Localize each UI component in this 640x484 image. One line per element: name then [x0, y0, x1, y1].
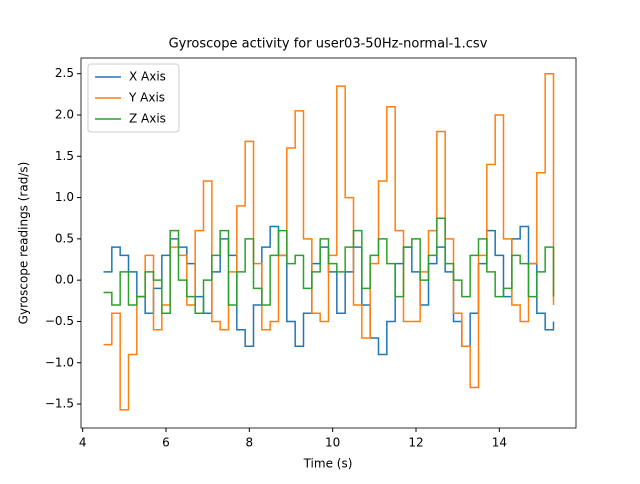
y-tick-label: 2.0	[55, 107, 74, 121]
plot-frame	[80, 57, 577, 429]
legend-label: X Axis	[129, 70, 166, 84]
x-tick-label: 10	[325, 436, 340, 450]
x-tick-label: 8	[246, 436, 254, 450]
y-tick-label: −1.5	[45, 397, 74, 411]
y-tick-label: 1.5	[55, 149, 74, 163]
series-line	[103, 217, 555, 314]
legend-box	[87, 63, 180, 133]
y-tick-label: 0.0	[55, 273, 74, 287]
legend-label: Y Axis	[128, 91, 165, 105]
legend-label: Z Axis	[129, 112, 166, 126]
y-tick-label: 1.0	[55, 190, 74, 204]
y-axis-label: Gyroscope readings (rad/s)	[17, 162, 31, 325]
x-axis-label: Time (s)	[303, 457, 353, 471]
chart-title: Gyroscope activity for user03-50Hz-norma…	[169, 37, 488, 52]
y-tick-label: 2.5	[55, 66, 74, 80]
x-tick-label: 4	[79, 436, 87, 450]
y-tick-label: −1.0	[45, 355, 74, 369]
x-tick-label: 14	[492, 436, 507, 450]
x-tick-label: 6	[162, 436, 170, 450]
y-tick-label: 0.5	[55, 231, 74, 245]
x-tick-label: 12	[408, 436, 423, 450]
y-tick-label: −0.5	[45, 314, 74, 328]
